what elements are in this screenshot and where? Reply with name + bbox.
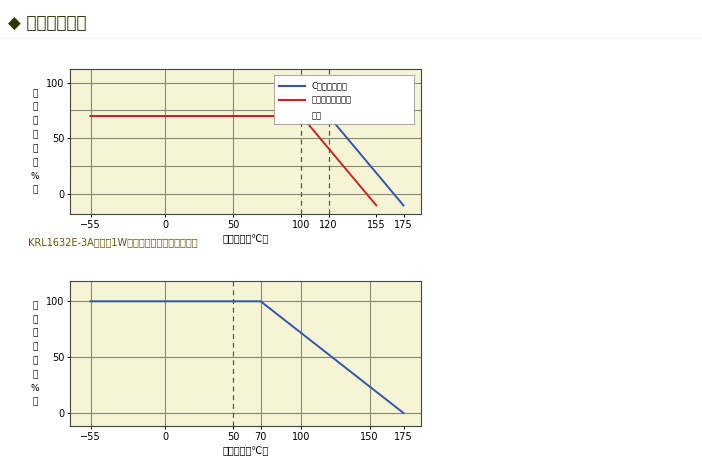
Text: 率: 率 [32,343,38,351]
Text: 率: 率 [32,130,38,139]
Text: （: （ [32,370,38,379]
Text: ）: ） [32,185,38,195]
Text: KRL1632E-3A系列（1W品）也以下列性能准备着。: KRL1632E-3A系列（1W品）也以下列性能准备着。 [28,237,198,248]
X-axis label: 终端温度（℃）: 终端温度（℃） [223,234,269,244]
Text: 額: 額 [32,301,38,310]
Text: （: （ [32,158,38,167]
X-axis label: 终端温度（℃）: 终端温度（℃） [223,446,269,456]
Text: 比: 比 [32,356,38,365]
Text: 比: 比 [32,144,38,153]
Text: %: % [31,384,39,393]
Text: 功: 功 [32,329,38,337]
Text: %: % [31,172,39,181]
Text: ◆ 负荷减轻曲线: ◆ 负荷减轻曲线 [8,14,87,32]
Text: 功: 功 [32,117,38,125]
Text: ）: ） [32,397,38,407]
Text: 額: 額 [32,89,38,98]
Text: 定: 定 [32,315,38,324]
Text: 定: 定 [32,103,38,112]
